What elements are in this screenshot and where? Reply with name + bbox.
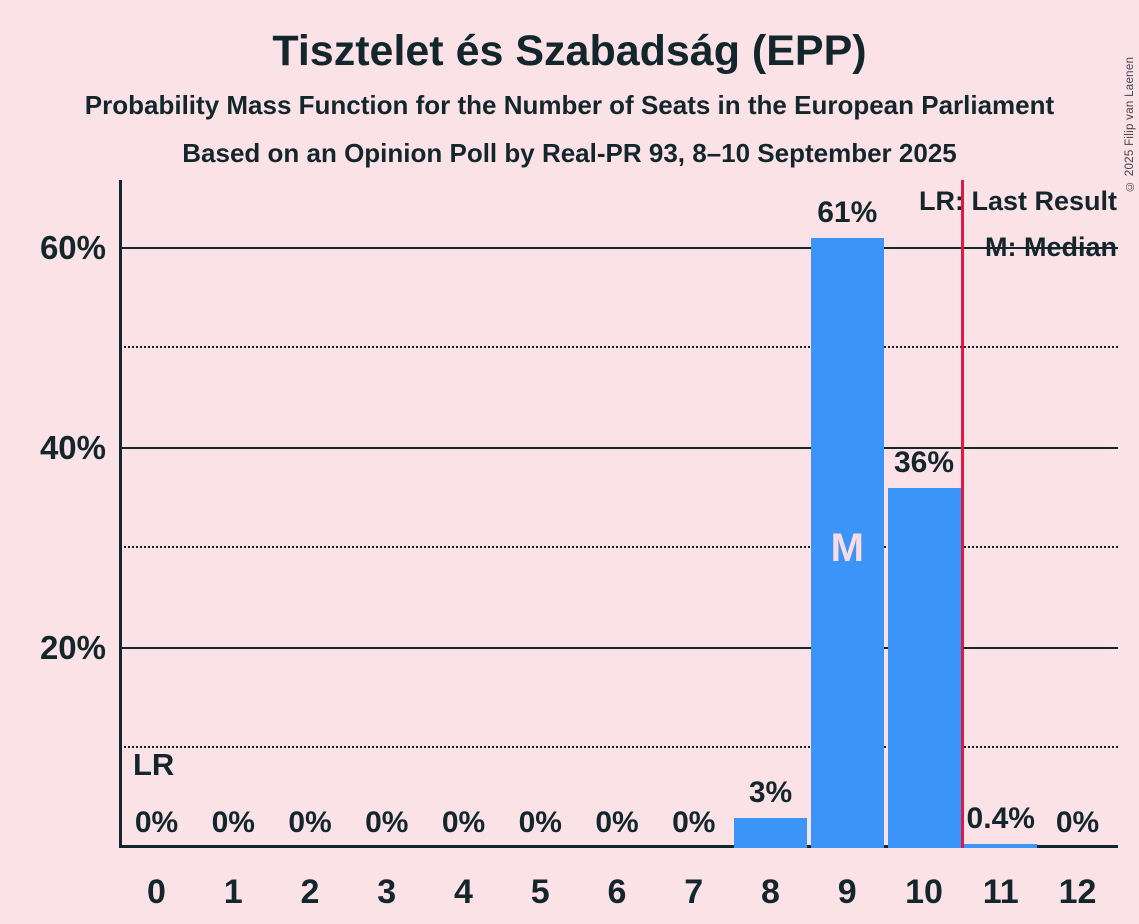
x-axis-line: [119, 845, 1118, 848]
gridline-solid-40: [119, 446, 1118, 450]
y-axis-line: [119, 180, 122, 848]
x-tick-6: 6: [607, 873, 627, 911]
x-tick-4: 4: [454, 873, 473, 911]
last-result-line: [961, 180, 964, 848]
x-tick-12: 12: [1058, 873, 1097, 911]
bar-seats-10: [887, 488, 961, 848]
y-tick-60: 60%: [39, 229, 106, 266]
plot-area: M 0% 0% 0% 0% 0% 0% 0% 0% 3% 61% 36% 0.4% 0% LR: [119, 180, 1118, 848]
value-label-seats-11: 0.4%: [966, 802, 1035, 835]
value-label-seats-9: 61%: [817, 196, 878, 229]
gridline-dotted-10: [119, 746, 1118, 748]
x-tick-8: 8: [761, 873, 780, 911]
value-label-seats-1: 0%: [211, 806, 255, 839]
x-tick-7: 7: [684, 873, 704, 911]
bar-seats-8: [734, 818, 807, 848]
value-label-seats-6: 0%: [595, 806, 639, 839]
value-label-seats-8: 3%: [748, 776, 793, 809]
value-label-seats-12: 0%: [1055, 806, 1100, 839]
chart-title: Tisztelet és Szabadság (EPP): [272, 27, 867, 75]
x-tick-10: 10: [905, 873, 943, 911]
copyright-notice: © 2025 Filip van Laenen: [1124, 56, 1136, 192]
value-label-seats-3: 0%: [365, 806, 409, 839]
value-label-seats-2: 0%: [288, 806, 332, 839]
gridline-solid-20: [119, 646, 1118, 650]
x-tick-3: 3: [377, 873, 397, 911]
gridline-dotted-30: [119, 546, 1118, 548]
x-tick-2: 2: [300, 873, 320, 911]
bar-seats-11: [964, 844, 1038, 848]
x-tick-0: 0: [147, 873, 166, 911]
value-label-seats-0: 0%: [134, 806, 179, 839]
value-label-seats-4: 0%: [441, 806, 486, 839]
value-label-seats-7: 0%: [672, 806, 716, 839]
x-tick-5: 5: [530, 873, 550, 911]
value-label-seats-10: 36%: [893, 446, 955, 479]
legend-last-result: LR: Last Result: [918, 186, 1117, 216]
gridline-dotted-50: [119, 346, 1118, 348]
chart-subtitle-source: Based on an Opinion Poll by Real-PR 93, …: [182, 138, 957, 168]
x-tick-9: 9: [837, 873, 857, 911]
y-tick-20: 20%: [39, 629, 106, 666]
y-tick-40: 40%: [39, 429, 106, 466]
gridline-solid-60: [119, 246, 1118, 250]
last-result-marker-label: LR: [133, 747, 175, 782]
bar-seats-9: M: [810, 238, 884, 848]
chart-subtitle: Probability Mass Function for the Number…: [84, 90, 1055, 120]
x-tick-11: 11: [982, 873, 1019, 911]
x-tick-1: 1: [223, 873, 243, 911]
median-marker-label: M: [830, 526, 864, 570]
value-label-seats-5: 0%: [518, 806, 562, 839]
